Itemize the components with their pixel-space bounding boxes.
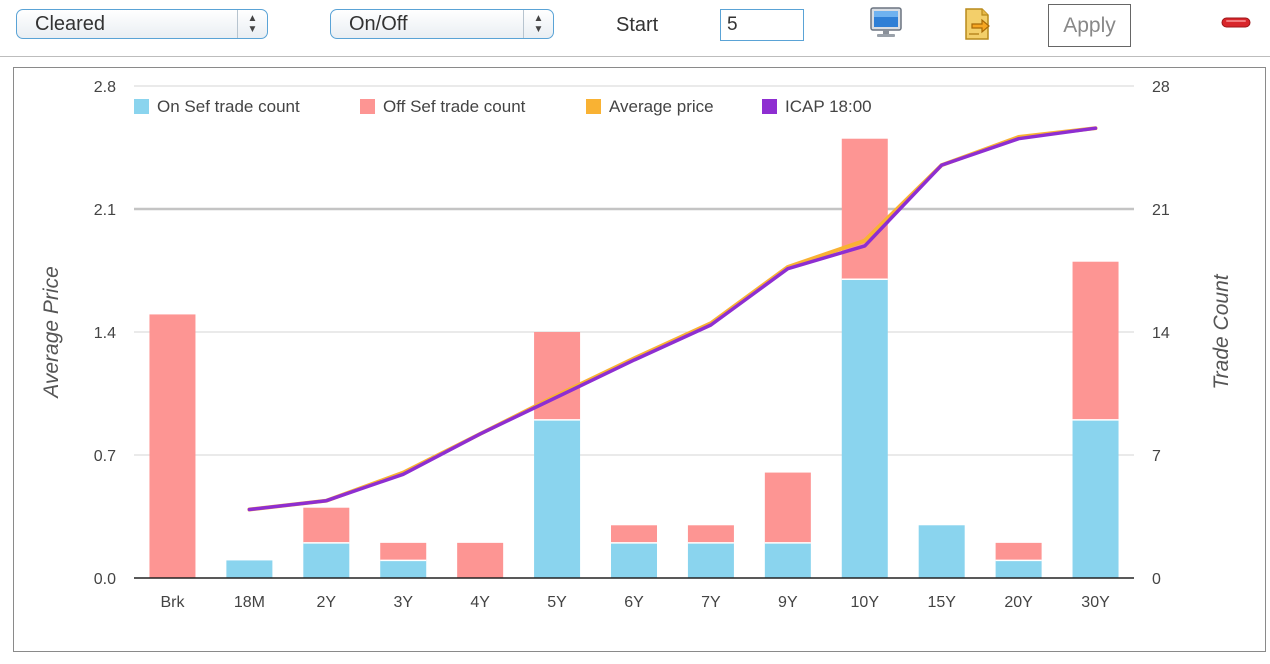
legend-label: ICAP 18:00	[785, 97, 872, 116]
bar-on-sef	[764, 542, 811, 578]
export-icon[interactable]	[960, 6, 996, 47]
legend-off-sef[interactable]: Off Sef trade count	[360, 97, 525, 117]
bar-off-sef	[764, 472, 811, 543]
legend-average-price[interactable]: Average price	[586, 97, 714, 117]
y2-tick-label: 7	[1152, 448, 1161, 465]
bar-on-sef	[380, 560, 427, 578]
bar-on-sef	[303, 542, 350, 578]
x-tick-label: 20Y	[1004, 594, 1033, 611]
icap-line	[247, 126, 1098, 512]
cleared-select-value: Cleared	[35, 13, 106, 35]
apply-button[interactable]: Apply	[1048, 4, 1131, 47]
legend-swatch	[134, 99, 149, 114]
y-tick-label: 0.7	[94, 448, 116, 465]
legend-swatch	[762, 99, 777, 114]
bar-on-sef	[841, 279, 888, 578]
on-off-select[interactable]: On/Off ▲ ▼	[330, 9, 554, 39]
y-axis-title: Average Price	[40, 266, 63, 400]
bar-on-sef	[226, 560, 273, 578]
monitor-icon[interactable]	[868, 6, 904, 45]
on-off-select-value: On/Off	[349, 13, 408, 35]
y2-tick-label: 28	[1152, 79, 1170, 96]
x-tick-label: 5Y	[547, 594, 567, 611]
y2-tick-label: 14	[1152, 325, 1170, 342]
x-tick-label: 2Y	[317, 594, 337, 611]
x-tick-label: 4Y	[470, 594, 490, 611]
bar-off-sef	[303, 507, 350, 543]
x-tick-label: 30Y	[1081, 594, 1110, 611]
y2-axis-title: Trade Count	[1210, 273, 1233, 389]
toolbar-divider	[0, 56, 1270, 57]
bar-off-sef	[611, 525, 657, 543]
x-tick-label: 18M	[234, 594, 265, 611]
legend-icap[interactable]: ICAP 18:00	[762, 97, 872, 117]
bar-off-sef	[380, 542, 427, 561]
minus-icon[interactable]	[1220, 16, 1252, 35]
x-tick-label: Brk	[160, 594, 185, 611]
legend-swatch	[586, 99, 601, 114]
bar-off-sef	[687, 525, 734, 543]
y-tick-label: 1.4	[94, 325, 116, 342]
legend-label: On Sef trade count	[157, 97, 300, 116]
bar-off-sef	[841, 138, 888, 280]
y-tick-label: 2.8	[94, 79, 116, 96]
x-tick-label: 15Y	[927, 594, 956, 611]
y-tick-label: 0.0	[94, 571, 116, 588]
x-tick-label: 7Y	[701, 594, 721, 611]
average-price-line	[247, 126, 1098, 512]
bar-on-sef	[918, 525, 965, 578]
start-input[interactable]	[720, 9, 804, 41]
select-arrows-icon: ▲ ▼	[523, 10, 553, 38]
x-tick-label: 3Y	[393, 594, 413, 611]
bar-on-sef	[995, 560, 1042, 578]
bar-off-sef	[1072, 261, 1119, 420]
legend-on-sef[interactable]: On Sef trade count	[134, 97, 300, 117]
y-tick-label: 2.1	[94, 202, 116, 219]
select-arrows-icon: ▲ ▼	[237, 10, 267, 38]
bar-on-sef	[611, 542, 657, 578]
legend-label: Off Sef trade count	[383, 97, 526, 116]
bar-off-sef	[149, 314, 196, 578]
x-tick-label: 9Y	[778, 594, 798, 611]
cleared-select[interactable]: Cleared ▲ ▼	[16, 9, 268, 39]
y2-tick-label: 0	[1152, 571, 1161, 588]
bar-off-sef	[995, 542, 1042, 561]
bar-on-sef	[687, 542, 734, 578]
toolbar: Cleared ▲▼ On/Off ▲▼ Start Apply	[0, 0, 1270, 56]
bar-on-sef	[534, 419, 581, 578]
x-tick-label: 6Y	[624, 594, 644, 611]
start-label: Start	[616, 14, 659, 36]
bar-off-sef	[457, 542, 504, 578]
bar-on-sef	[1072, 419, 1119, 578]
bar-off-sef	[534, 332, 581, 420]
legend-label: Average price	[609, 97, 714, 116]
x-tick-label: 10Y	[851, 594, 880, 611]
legend-swatch	[360, 99, 375, 114]
y2-tick-label: 21	[1152, 202, 1170, 219]
